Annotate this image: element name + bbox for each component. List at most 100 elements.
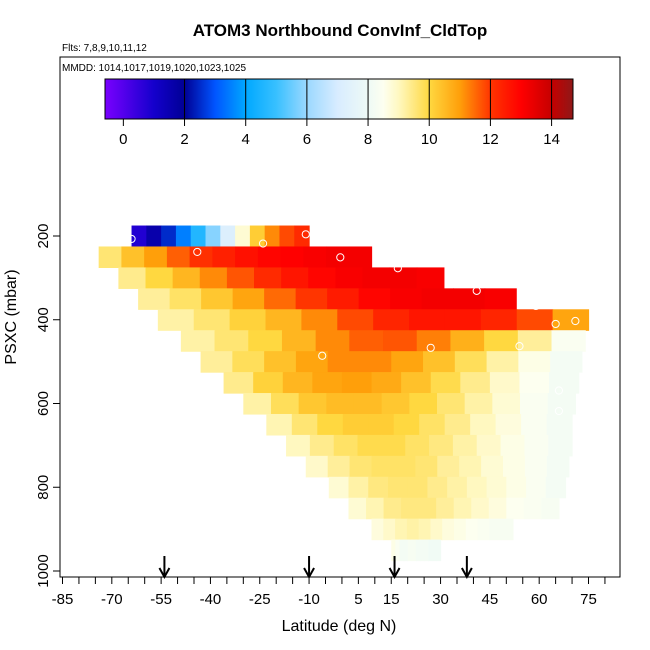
heatmap-cell <box>489 372 521 394</box>
heatmap-cell <box>437 393 466 415</box>
heatmap-cell <box>312 372 343 394</box>
heatmap-cell <box>201 288 234 310</box>
heatmap-cell <box>232 288 265 310</box>
colorbar-gradient <box>104 78 574 120</box>
flight-arrow <box>158 556 171 580</box>
heatmap-cell <box>220 225 236 248</box>
y-axis: 200 400 600 800 1000 <box>35 223 60 588</box>
heatmap-cell <box>118 267 147 289</box>
heatmap-cell <box>524 434 549 457</box>
heatmap-cell <box>180 330 216 352</box>
heatmap-cell <box>317 413 344 436</box>
heatmap-cell <box>166 246 191 269</box>
heatmap-cell <box>519 372 550 394</box>
heatmap-cell <box>399 539 405 562</box>
x-tick-label: -10 <box>298 591 320 608</box>
heatmap-cell <box>486 351 519 373</box>
marker-point <box>258 239 268 248</box>
heatmap-cell <box>418 518 432 541</box>
marker-point <box>127 234 136 244</box>
heatmap-cell <box>427 476 448 499</box>
heatmap-cell <box>98 246 122 269</box>
heatmap-cell <box>235 225 251 248</box>
heatmap-cell <box>286 434 311 457</box>
heatmap-cell <box>407 476 429 499</box>
heatmap-cell <box>517 330 553 352</box>
heatmap-cell <box>368 413 395 436</box>
marker-point <box>193 247 202 257</box>
heatmap-cell <box>406 518 420 541</box>
heatmap <box>98 225 590 562</box>
heatmap-cell <box>161 225 177 248</box>
heatmap-cell <box>359 351 392 373</box>
plot-frame <box>59 56 621 578</box>
heatmap-cell <box>489 518 502 541</box>
x-tick-label: 5 <box>354 591 362 608</box>
colorbar-tick-label: 10 <box>421 131 438 148</box>
heatmap-cell <box>430 518 443 541</box>
marker-point <box>318 351 327 360</box>
marker-point <box>554 406 564 416</box>
heatmap-cell <box>452 434 478 457</box>
heatmap-cell <box>550 351 583 373</box>
heatmap-cell <box>430 372 461 394</box>
x-axis-label: Latitude (deg N) <box>282 618 397 635</box>
y-tick-label: 800 <box>35 475 52 500</box>
heatmap-cell <box>391 351 424 373</box>
flight-arrow <box>303 556 315 580</box>
heatmap-cell <box>146 225 162 248</box>
heatmap-cell <box>298 393 327 415</box>
colorbar: 0 2 4 6 8 10 12 14 <box>104 78 574 148</box>
heatmap-cell <box>415 539 421 562</box>
heatmap-cell <box>403 539 409 562</box>
heatmap-cell <box>327 351 361 373</box>
heatmap-cell <box>381 393 410 415</box>
heatmap-cell <box>524 455 548 478</box>
marker-point <box>531 301 541 311</box>
heatmap-cell <box>249 225 266 248</box>
heatmap-cell <box>295 351 329 373</box>
heatmap-cell <box>391 539 396 562</box>
heatmap-cell <box>175 225 192 248</box>
marker-point <box>571 316 580 326</box>
heatmap-cell <box>484 288 517 310</box>
heatmap-cell <box>358 288 391 310</box>
heatmap-cell <box>371 455 395 478</box>
heatmap-cell <box>264 351 297 373</box>
heatmap-cell <box>419 413 446 436</box>
heatmap-cell <box>488 497 507 520</box>
heatmap-cell <box>383 518 396 541</box>
heatmap-cell <box>460 372 491 394</box>
heatmap-cell <box>193 309 231 331</box>
heatmap-cell <box>383 497 402 520</box>
heatmap-cell <box>548 434 573 457</box>
heatmap-cell <box>432 539 438 562</box>
heatmap-cell <box>506 476 527 499</box>
heatmap-cell <box>453 497 472 520</box>
heatmap-cell <box>546 413 573 436</box>
heatmap-cell <box>428 539 433 562</box>
mmdd-note: MMDD: 1014,1017,1019,1020,1023,1025 <box>62 63 246 74</box>
heatmap-cell <box>424 539 429 562</box>
heatmap-cell <box>523 497 542 520</box>
y-tick-label: 1000 <box>35 554 52 587</box>
x-tick-label: -40 <box>200 591 222 608</box>
heatmap-cell <box>466 476 488 499</box>
heatmap-cell <box>500 434 525 457</box>
heatmap-cell <box>450 330 485 352</box>
heatmap-cell <box>437 455 460 478</box>
heatmap-cell <box>326 393 355 415</box>
heatmap-cell <box>518 351 551 373</box>
heatmap-cell <box>420 539 425 562</box>
heatmap-cell <box>436 497 455 520</box>
colorbar-tick-label: 6 <box>303 131 311 148</box>
heatmap-cell <box>169 288 202 310</box>
heatmap-cell <box>303 246 327 269</box>
heatmap-cell <box>471 497 490 520</box>
heatmap-cell <box>521 413 548 436</box>
heatmap-cell <box>464 393 493 415</box>
heatmap-cell <box>551 330 586 352</box>
heatmap-cell <box>444 309 482 331</box>
marker-point <box>336 253 345 262</box>
heatmap-cell <box>223 372 254 394</box>
